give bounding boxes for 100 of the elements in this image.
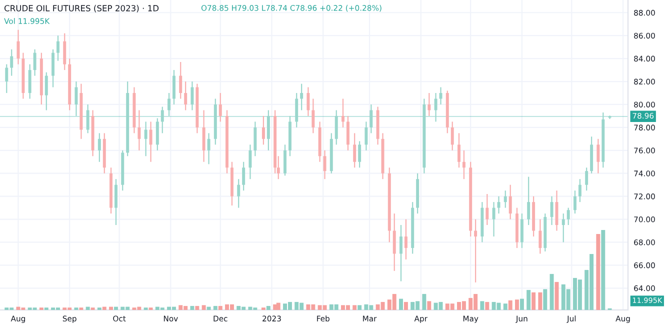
bar [601, 230, 606, 310]
candlestick [457, 132, 460, 168]
bar [352, 305, 357, 310]
candlestick [156, 118, 159, 151]
candlestick [358, 140, 362, 168]
bar [520, 298, 524, 310]
candlestick [149, 121, 152, 162]
candlestick [527, 176, 530, 226]
candlestick [295, 92, 298, 128]
candlestick [334, 110, 338, 146]
bar [114, 306, 118, 310]
candlestick [248, 144, 252, 180]
candlestick [439, 86, 442, 106]
candlestick [98, 132, 101, 162]
candlestick [323, 150, 326, 180]
bar [532, 292, 536, 310]
bar [422, 294, 426, 310]
bar [276, 302, 280, 310]
candlestick [114, 178, 118, 226]
candlestick [237, 178, 240, 208]
bar [427, 301, 432, 310]
candlestick [138, 110, 141, 151]
bar [543, 289, 548, 310]
bar [503, 304, 508, 310]
bar [480, 301, 484, 310]
candlestick [504, 190, 507, 208]
bar [508, 300, 512, 310]
bar [358, 305, 362, 310]
candlestick [312, 98, 315, 134]
bar [213, 306, 218, 310]
candlestick [550, 196, 554, 226]
candlestick [566, 207, 570, 226]
candlestick [5, 64, 8, 94]
bar [206, 306, 211, 310]
candlestick [262, 115, 265, 146]
bar [399, 298, 403, 310]
bar [266, 306, 270, 310]
candlestick [585, 167, 588, 192]
bar [526, 290, 531, 310]
bar [596, 234, 600, 310]
candlestick [450, 121, 454, 151]
candlestick [492, 201, 496, 238]
candlestick [207, 132, 210, 165]
candlestick [538, 218, 542, 254]
candlestick [10, 48, 14, 76]
bar [538, 292, 542, 310]
text: CRUDE OIL FUTURES (SEP 2023) · 1D [4, 4, 159, 12]
candlestick [578, 178, 582, 203]
candlestick [160, 106, 164, 134]
candlestick [86, 104, 90, 134]
candlestick [346, 115, 350, 151]
candlestick [306, 86, 310, 117]
candlestick [28, 64, 32, 100]
candlestick [44, 72, 48, 111]
candlestick [172, 69, 176, 106]
bar [86, 306, 90, 310]
bar [109, 306, 114, 310]
candlestick [562, 212, 565, 243]
candlestick [462, 150, 466, 180]
candlestick [63, 32, 66, 71]
candlestick [508, 184, 512, 220]
candlestick [56, 35, 60, 62]
candlestick [242, 161, 246, 192]
candlestick [254, 121, 257, 157]
bar [102, 306, 106, 310]
candlestick [190, 80, 194, 111]
candlestick [266, 110, 270, 151]
bar [190, 306, 194, 310]
bar [485, 302, 490, 310]
candlestick [184, 80, 188, 111]
bar [218, 306, 222, 310]
candlestick [74, 80, 78, 117]
candlestick [596, 138, 600, 174]
candlestick [400, 224, 402, 282]
bar [202, 305, 206, 310]
candlestick [144, 121, 148, 157]
candlestick [342, 98, 344, 128]
candlestick [353, 132, 356, 168]
candlestick [218, 92, 222, 122]
bar [514, 300, 519, 310]
candlestick [404, 218, 408, 260]
candlestick [284, 144, 286, 176]
bar [404, 302, 408, 310]
candlestick [202, 110, 206, 162]
bar [195, 306, 200, 310]
candlestick [573, 190, 576, 214]
candlestick [16, 29, 20, 65]
candlestick [392, 212, 396, 272]
candlestick [168, 92, 171, 117]
candlestick [364, 121, 368, 151]
candlestick [370, 104, 373, 134]
candlestick [428, 92, 431, 117]
bar [550, 274, 554, 310]
candlestick [486, 193, 489, 226]
candlestick [434, 92, 438, 122]
candlestick [300, 83, 304, 111]
candlestick [179, 61, 182, 100]
candlestick [520, 212, 524, 249]
candlestick [474, 218, 478, 283]
candlestick [33, 48, 36, 76]
